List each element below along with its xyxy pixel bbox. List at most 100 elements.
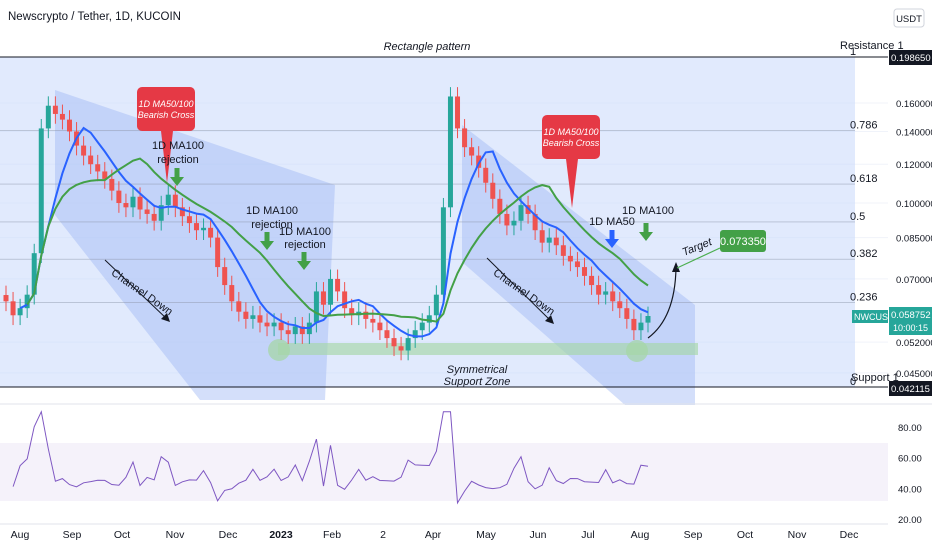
candle [278,322,284,331]
currency-button-label: USDT [896,14,922,25]
candle [144,209,150,214]
rectangle-pattern-label: Rectangle pattern [384,41,471,53]
candle [186,216,192,224]
time-axis-tick: Dec [840,529,859,541]
time-axis-tick: Aug [11,529,30,541]
candle [384,330,390,339]
target-price-label: 0.073350 [720,236,766,248]
currency-button[interactable] [893,8,925,28]
candle [123,203,129,208]
candle [412,330,418,339]
candle [3,295,9,302]
candle [426,315,432,323]
candle [151,213,157,221]
candle [511,220,517,226]
channel-arrow-line [104,259,169,321]
chart-title: Newscrypto / Tether, 1D, KUCOIN [8,11,181,23]
support-label: Support 1 [851,372,899,384]
candle [10,301,16,316]
resistance-price: 0.198650 [891,53,931,64]
projection-arrow [647,267,677,339]
candle [539,230,545,243]
fib-level-label: 0.382 [850,248,878,260]
candle [17,308,23,316]
price-axis-tick: 0.070000 [896,275,932,286]
target-price-box [720,230,766,252]
fib-level-label: 0.786 [850,120,878,132]
ma100-rejection-arrow [297,261,311,270]
candle [574,261,580,268]
channel-arrow-head [161,313,170,322]
candle [31,253,37,295]
bearish-cross-right-text: Bearish Cross [543,138,600,148]
candle [624,308,630,319]
candle [617,301,623,309]
candle [299,326,305,335]
candle [589,275,595,286]
time-axis-tick: Nov [788,529,807,541]
candle [229,285,235,302]
candle [363,311,369,319]
candle [567,255,573,262]
time-axis-tick: 2 [380,529,386,541]
ma100-line [26,157,649,323]
time-axis-tick: Apr [425,529,442,541]
ma100-rejection-label: 1D MA100 [279,226,331,238]
candle [59,113,65,120]
fib-level-label: 0.5 [850,211,865,223]
candle [447,96,453,208]
candle [179,207,185,217]
support-zone-band [278,343,698,355]
candle [433,294,439,316]
price-axis[interactable] [888,0,932,550]
bearish-cross-left-text: 1D MA50/100 [138,99,193,109]
ma50-down-arrow-shaft [609,230,615,239]
candle [172,194,178,208]
candle [603,291,609,295]
candle [201,227,207,231]
time-axis-tick: Jun [530,529,547,541]
projection-arrowhead [672,262,680,272]
last-price-tag [889,307,932,335]
candle [215,237,221,268]
candle [398,346,404,351]
ma100-rejection-label: rejection [157,154,199,166]
fib-level-label: 0 [850,376,856,388]
candle [102,171,108,179]
candle [320,291,326,305]
ma100-down-arrow-shaft [643,223,649,232]
candle [38,128,44,254]
ma100-rejection-label: 1D MA100 [152,140,204,152]
price-axis-tick: 0.052000 [896,338,932,349]
ma100-rejection-label: rejection [251,219,293,231]
candle [208,227,214,238]
candle [377,322,383,331]
candle [257,315,263,323]
time-axis-tick: Oct [114,529,130,541]
candle [582,267,588,276]
support-zone-label: Symmetrical [447,364,508,376]
ma100-rejection-arrow-shaft [264,232,270,241]
candle [52,105,58,114]
candle [596,285,602,295]
price-axis-tick: 0.045000 [896,369,932,380]
candle [631,318,637,331]
candle [518,205,524,221]
fib-level-label: 0.236 [850,291,878,303]
candle [193,223,199,231]
candle [285,330,291,335]
candle [349,308,355,316]
ma100-rejection-label: rejection [284,239,326,251]
resistance-price-tag [889,50,932,65]
target-line [676,247,721,269]
candle [264,322,270,327]
candle [462,128,468,148]
candle [313,291,319,323]
candle [81,145,87,156]
time-axis-tick: Sep [684,529,703,541]
ma100-label: 1D MA100 [622,205,674,217]
candle [109,178,115,191]
symbol-label: NWCUSDT [854,312,900,322]
rsi-band [0,443,888,501]
candle [532,213,538,231]
